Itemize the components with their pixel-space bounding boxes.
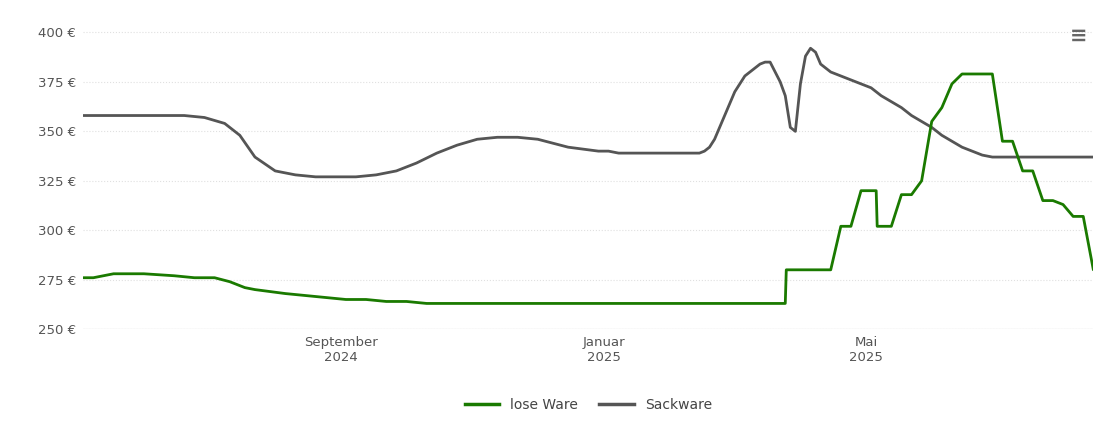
Text: ≡: ≡ [1070,25,1088,45]
Legend: lose Ware, Sackware: lose Ware, Sackware [460,392,717,417]
